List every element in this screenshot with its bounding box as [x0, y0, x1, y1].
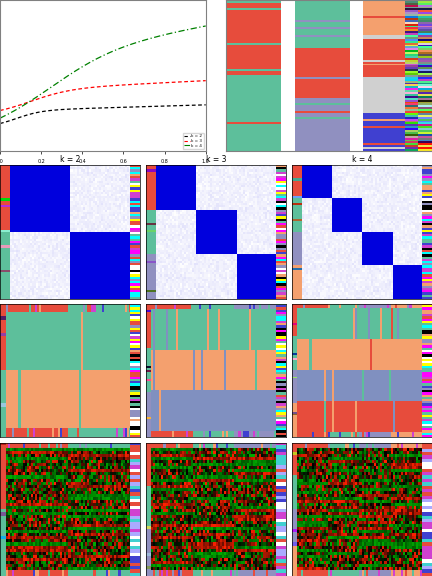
Title: k = 4: k = 4 — [352, 156, 372, 165]
Title: k = 3: k = 3 — [206, 156, 226, 165]
X-axis label: consensus value (x): consensus value (x) — [75, 169, 130, 175]
Legend: k = 2, k = 3, k = 4: k = 2, k = 3, k = 4 — [183, 133, 203, 149]
Title: k = 2: k = 2 — [60, 156, 80, 165]
